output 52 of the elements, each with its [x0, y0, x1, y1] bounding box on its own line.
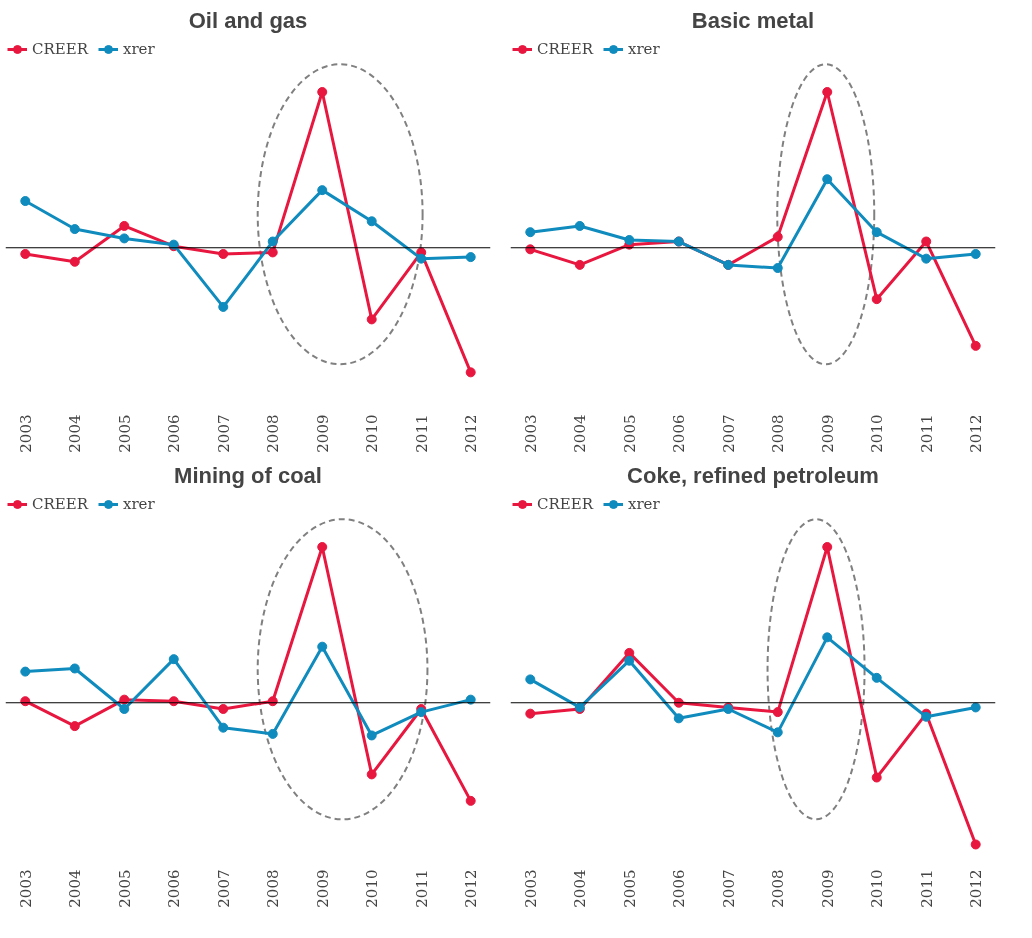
x-tick-label: 2003: [16, 414, 35, 453]
legend-label: CREER: [32, 40, 88, 58]
x-tick-label: 2007: [214, 869, 233, 908]
x-tick-label: 2007: [719, 414, 738, 453]
chart-title: Oil and gas: [188, 7, 308, 33]
x-tick-label: 2005: [620, 414, 639, 453]
x-tick-label: 2010: [363, 414, 382, 453]
x-tick-label: 2011: [917, 414, 936, 453]
x-tick-label: 2009: [313, 869, 332, 908]
legend-label: CREER: [537, 495, 593, 513]
chart-title: Coke, refined petroleum: [627, 462, 879, 488]
x-tick-label: 2010: [868, 869, 887, 908]
x-tick-label: 2004: [571, 414, 590, 453]
legend-label: xrer: [122, 495, 155, 513]
x-tick-label: 2004: [571, 869, 590, 908]
x-tick-label: 2012: [462, 414, 481, 453]
x-tick-label: 2006: [165, 414, 184, 453]
legend-label: CREER: [32, 495, 88, 513]
x-tick-label: 2011: [412, 414, 431, 453]
x-tick-label: 2008: [769, 869, 788, 908]
x-tick-label: 2003: [521, 414, 540, 453]
x-tick-label: 2012: [967, 414, 986, 453]
x-tick-label: 2009: [818, 414, 837, 453]
x-tick-label: 2005: [115, 869, 134, 908]
x-tick-label: 2010: [868, 414, 887, 453]
x-tick-label: 2012: [462, 869, 481, 908]
x-tick-label: 2003: [521, 869, 540, 908]
x-tick-label: 2008: [264, 869, 283, 908]
x-tick-label: 2008: [769, 414, 788, 453]
chart-title: Basic metal: [691, 7, 815, 33]
x-tick-label: 2004: [66, 869, 85, 908]
x-tick-label: 2008: [264, 414, 283, 453]
x-tick-label: 2007: [719, 869, 738, 908]
legend-label: xrer: [627, 495, 660, 513]
x-tick-label: 2012: [967, 869, 986, 908]
x-tick-label: 2007: [214, 414, 233, 453]
x-tick-label: 2011: [917, 869, 936, 908]
x-tick-label: 2004: [66, 414, 85, 453]
x-tick-label: 2005: [115, 414, 134, 453]
x-tick-label: 2006: [670, 414, 689, 453]
x-tick-label: 2006: [670, 869, 689, 908]
x-tick-label: 2009: [818, 869, 837, 908]
x-tick-label: 2009: [313, 414, 332, 453]
legend-label: xrer: [122, 40, 155, 58]
chart-title: Mining of coal: [174, 462, 322, 488]
legend-label: CREER: [537, 40, 593, 58]
x-tick-label: 2011: [412, 869, 431, 908]
x-tick-label: 2003: [16, 869, 35, 908]
x-tick-label: 2010: [363, 869, 382, 908]
legend-label: xrer: [627, 40, 660, 58]
x-tick-label: 2005: [620, 869, 639, 908]
x-tick-label: 2006: [165, 869, 184, 908]
